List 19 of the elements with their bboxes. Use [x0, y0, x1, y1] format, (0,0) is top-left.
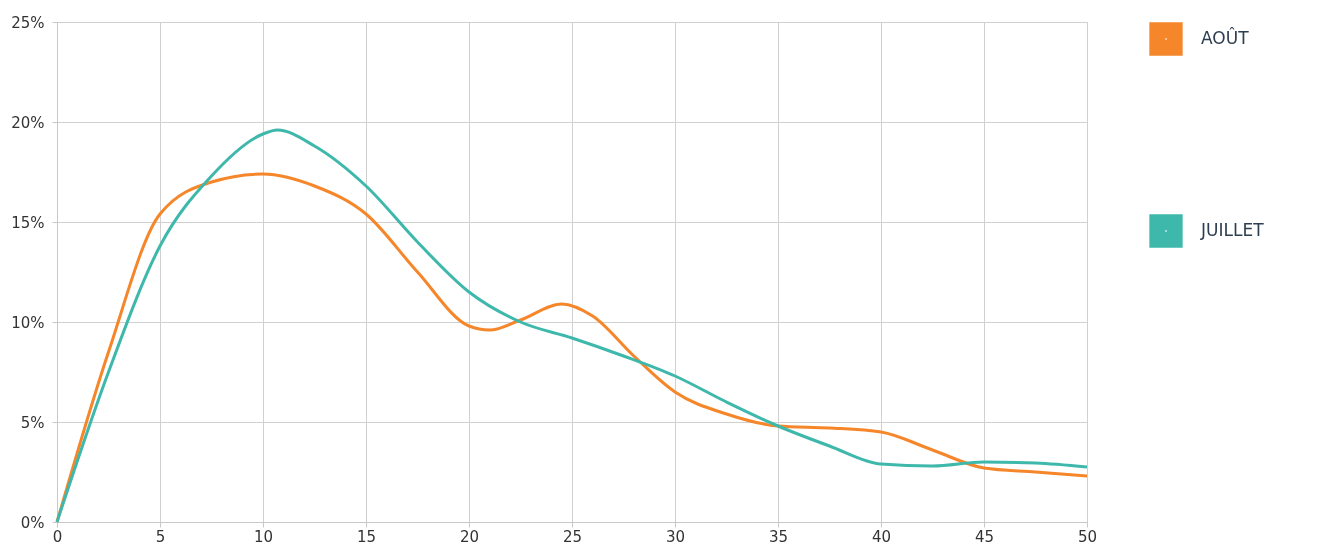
x-tick-label: 15 — [356, 527, 377, 546]
y-tick-label: 20% — [11, 113, 45, 132]
x-tick-label: 20 — [459, 527, 480, 546]
x-tick-label: 40 — [871, 527, 892, 546]
x-tick-label: 45 — [974, 527, 995, 546]
x-tick-label: 30 — [665, 527, 686, 546]
x-tick-label: 50 — [1077, 527, 1098, 546]
y-tick-label: 10% — [11, 313, 45, 332]
x-tick-label: 0 — [52, 527, 63, 546]
y-tick-label: 0% — [20, 513, 45, 532]
y-tick-label: 15% — [11, 213, 45, 232]
x-tick-label: 10 — [253, 527, 274, 546]
x-tick-label: 35 — [768, 527, 789, 546]
y-tick-label: 5% — [20, 413, 45, 432]
x-tick-label: 25 — [562, 527, 583, 546]
y-tick-label: 25% — [11, 13, 45, 32]
legend-label: JUILLET — [1200, 220, 1265, 240]
legend-label: AOÛT — [1201, 27, 1250, 48]
x-tick-label: 5 — [155, 527, 166, 546]
